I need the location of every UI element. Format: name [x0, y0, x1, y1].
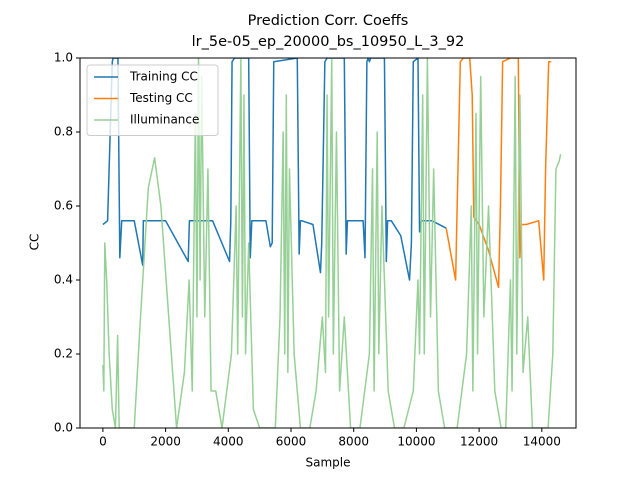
x-tick-label: 0 [99, 435, 107, 449]
x-tick-label: 6000 [276, 435, 307, 449]
legend-box [86, 64, 219, 136]
x-tick-label: 8000 [338, 435, 369, 449]
legend-label: Training CC [129, 70, 198, 84]
x-tick-label: 10000 [397, 435, 435, 449]
series-line [102, 58, 447, 281]
y-axis-label: CC [28, 234, 42, 251]
legend-label: Illuminance [130, 113, 199, 127]
x-tick-label: 2000 [150, 435, 181, 449]
y-tick-label: 0.6 [54, 199, 73, 213]
chart-title: Prediction Corr. Coeffs [248, 13, 409, 29]
plot-frame [79, 57, 577, 429]
y-tick-label: 0.2 [54, 347, 73, 361]
series-line [445, 58, 552, 289]
y-tick-label: 0.8 [54, 125, 73, 139]
x-tick-label: 12000 [460, 435, 498, 449]
series-line [102, 58, 562, 428]
legend-label: Testing CC [129, 91, 193, 105]
x-tick-label: 4000 [213, 435, 244, 449]
chart-subtitle: lr_5e-05_ep_20000_bs_10950_L_3_92 [192, 34, 465, 50]
x-axis-label: Sample [306, 456, 351, 470]
x-tick-label: 14000 [523, 435, 561, 449]
y-tick-label: 0.4 [54, 273, 73, 287]
y-tick-label: 1.0 [54, 51, 73, 65]
y-tick-label: 0.0 [54, 421, 73, 435]
